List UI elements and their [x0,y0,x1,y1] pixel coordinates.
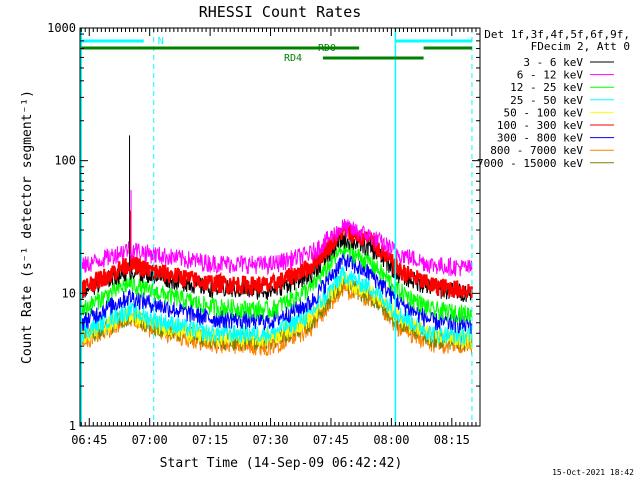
plot-frame [79,27,481,427]
chart-title: RHESSI Count Rates [199,3,362,21]
series-line-100-300-kev [80,222,473,301]
rd4-label: RD4 [284,53,302,64]
date-stamp: 15-Oct-2021 18:42 [552,468,634,477]
legend: Det 1f,3f,4f,5f,6f,9f, FDecim 2, Att 0 3… [477,28,630,170]
legend-label-800-7000-kev: 800 - 7000 keV [490,144,583,157]
legend-label-6-12-kev: 6 - 12 keV [517,69,584,82]
legend-header-line-1: Det 1f,3f,4f,5f,6f,9f, [484,28,630,41]
y-tick-label-1000: 1000 [47,21,76,35]
x-tick-label-0730: 07:30 [252,433,288,447]
legend-header-line-2: FDecim 2, Att 0 [531,40,630,53]
x-tick-label-0700: 07:00 [132,433,168,447]
rd0-label: RD0 [318,43,336,54]
night-label: N [158,36,164,47]
legend-label-3-6-kev: 3 - 6 keV [523,56,583,69]
x-tick-label-0815: 08:15 [434,433,470,447]
legend-label-25-50-kev: 25 - 50 keV [510,94,583,107]
x-tick-label-0715: 07:15 [192,433,228,447]
legend-label-12-25-kev: 12 - 25 keV [510,81,583,94]
y-tick-label-100: 100 [54,154,76,168]
x-tick-label-0745: 07:45 [313,433,349,447]
annotation-layer: N RD0 RD4 [80,28,473,426]
series-line-6-12-kev [80,219,473,277]
series-line-12-25-kev [80,240,473,324]
x-tick-label-0645: 06:45 [71,433,107,447]
legend-label-300-800-kev: 300 - 800 keV [497,132,583,145]
x-axis-label: Start Time (14-Sep-09 06:42:42) [160,456,403,471]
y-axis-label: Count Rate (s⁻¹ detector segment⁻¹) [20,90,35,364]
y-tick-label-10: 10 [62,286,76,300]
legend-label-50-100-kev: 50 - 100 keV [504,106,584,119]
y-tick-label-1: 1 [69,419,76,433]
axis-layer: 1 10 100 1000 06:45 07:00 07:15 07:30 07:45 08:00… [47,21,481,447]
legend-label-100-300-kev: 100 - 300 keV [497,119,583,132]
x-tick-label-0800: 08:00 [373,433,409,447]
data-layer [80,135,473,356]
legend-label-7000-15000-kev: 7000 - 15000 keV [477,157,583,170]
series-line-25-50-kev [80,266,473,346]
